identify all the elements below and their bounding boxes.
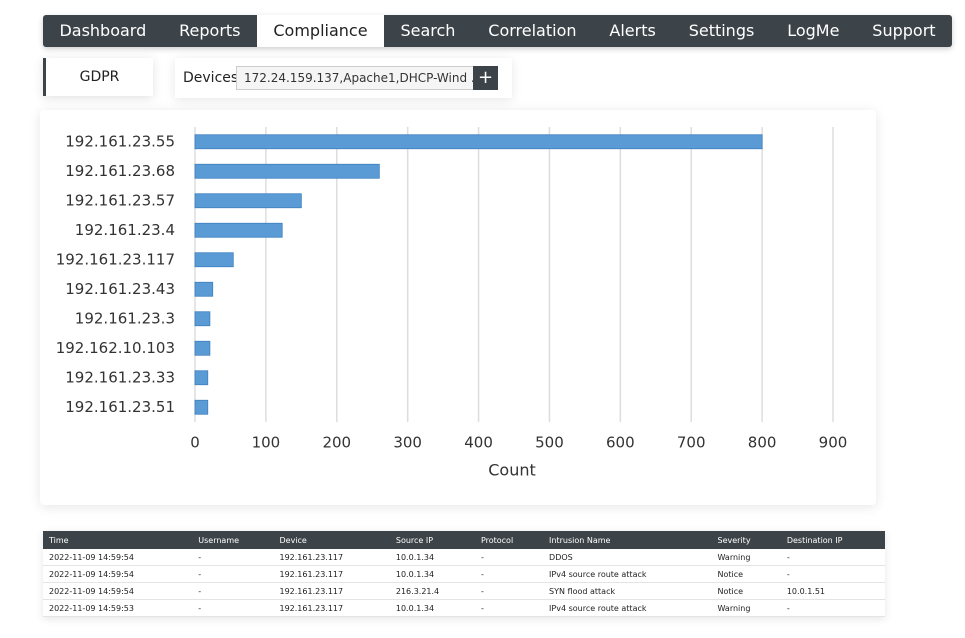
- column-header: Intrusion Name: [543, 531, 712, 549]
- nav-tab[interactable]: Correlation: [488, 21, 577, 40]
- table-cell: -: [780, 599, 885, 617]
- table-cell: 10.0.1.34: [389, 565, 475, 583]
- devices-input[interactable]: 172.24.159.137,Apache1,DHCP-Wind ...: [236, 66, 475, 90]
- table-cell: Notice: [711, 565, 781, 583]
- table-cell: -: [780, 565, 885, 583]
- table-cell: 192.161.23.117: [273, 599, 390, 617]
- nav-tab[interactable]: Settings: [688, 21, 755, 40]
- column-header: Device: [273, 531, 390, 549]
- table-cell: -: [474, 582, 544, 600]
- nav-tab[interactable]: Compliance: [256, 15, 384, 47]
- column-header: Username: [192, 531, 274, 549]
- x-tick-label: 100: [252, 434, 281, 452]
- x-tick-label: 0: [190, 434, 200, 452]
- table-cell: IPv4 source route attack: [543, 599, 712, 617]
- nav-tab[interactable]: LogMe: [787, 21, 840, 40]
- table-cell: 2022-11-09 14:59:53: [43, 599, 193, 617]
- x-tick-label: 600: [606, 434, 635, 452]
- table-cell: Warning: [711, 549, 781, 566]
- table-cell: -: [192, 599, 274, 617]
- x-tick-label: 400: [464, 434, 493, 452]
- bar: [194, 252, 234, 268]
- table-cell: Warning: [711, 599, 781, 617]
- devices-label: Devices: [183, 70, 239, 86]
- column-header: Destination IP: [780, 531, 885, 549]
- y-tick-label: 192.161.23.4: [75, 221, 175, 239]
- table-row: 2022-11-09 14:59:53-192.161.23.117 10.0.1…: [43, 599, 885, 617]
- column-header: Source IP: [389, 531, 475, 549]
- table-row: 2022-11-09 14:59:54-192.161.23.117 10.0.1…: [43, 549, 885, 566]
- nav-tab[interactable]: Dashboard: [59, 21, 147, 40]
- bar: [194, 281, 214, 297]
- bar: [194, 134, 763, 150]
- table-cell: -: [192, 582, 274, 600]
- table-cell: -: [474, 565, 544, 583]
- bar: [194, 311, 211, 327]
- column-header: Protocol: [474, 531, 544, 549]
- table-row: 2022-11-09 14:59:54-192.161.23.117 10.0.1…: [43, 565, 885, 583]
- devices-panel: Devices 172.24.159.137,Apache1,DHCP-Wind…: [175, 58, 512, 98]
- events-table: Time Username Device Source IP Protocol Intru…: [43, 531, 885, 617]
- bar: [194, 222, 283, 238]
- table-cell: 10.0.1.34: [389, 549, 475, 566]
- bar: [194, 370, 209, 386]
- table-cell: -: [192, 549, 274, 566]
- column-header: Severity: [711, 531, 781, 549]
- table-cell: IPv4 source route attack: [543, 565, 712, 583]
- y-tick-label: 192.161.23.51: [65, 398, 175, 416]
- table-cell: 216.3.21.4: [389, 582, 475, 600]
- y-tick-label: 192.161.23.117: [56, 250, 175, 268]
- x-tick-label: 800: [748, 434, 777, 452]
- y-tick-label: 192.161.23.55: [65, 132, 175, 150]
- nav-tab[interactable]: Support: [872, 21, 936, 40]
- table-cell: 2022-11-09 14:59:54: [43, 582, 193, 600]
- x-tick-label: 500: [535, 434, 564, 452]
- y-tick-label: 192.161.23.3: [75, 309, 175, 327]
- y-tick-label: 192.162.10.103: [56, 339, 175, 357]
- table-cell: DDOS: [543, 549, 712, 566]
- table-cell: 10.0.1.34: [389, 599, 475, 617]
- table-cell: SYN flood attack: [543, 582, 712, 600]
- column-header: Time: [43, 531, 193, 549]
- table-cell: 192.161.23.117: [273, 565, 390, 583]
- x-tick-label: 300: [393, 434, 422, 452]
- x-tick-label: 900: [819, 434, 848, 452]
- nav-bar: Dashboard Reports Compliance Search Correlat…: [43, 15, 952, 47]
- bar: [194, 193, 302, 209]
- y-tick-label: 192.161.23.57: [65, 191, 175, 209]
- report-tab[interactable]: GDPR: [43, 58, 153, 96]
- y-tick-label: 192.161.23.33: [65, 368, 175, 386]
- table-cell: 10.0.1.51: [780, 582, 885, 600]
- x-axis-title: Count: [488, 461, 536, 480]
- y-tick-label: 192.161.23.68: [65, 162, 175, 180]
- x-tick-label: 200: [322, 434, 351, 452]
- table-cell: -: [474, 599, 544, 617]
- nav-tab[interactable]: Reports: [179, 21, 241, 40]
- table-cell: -: [780, 549, 885, 566]
- add-button[interactable]: +: [473, 66, 498, 90]
- bar: [194, 163, 380, 179]
- table-cell: Notice: [711, 582, 781, 600]
- bar: [194, 340, 211, 356]
- bar: [194, 399, 209, 415]
- table-cell: 2022-11-09 14:59:54: [43, 565, 193, 583]
- table-cell: 192.161.23.117: [273, 582, 390, 600]
- table-cell: -: [192, 565, 274, 583]
- table-cell: -: [474, 549, 544, 566]
- y-tick-label: 192.161.23.43: [65, 280, 175, 298]
- nav-tab[interactable]: Search: [400, 21, 456, 40]
- x-tick-label: 700: [677, 434, 706, 452]
- table-cell: 2022-11-09 14:59:54: [43, 549, 193, 566]
- nav-tab[interactable]: Alerts: [609, 21, 656, 40]
- table-cell: 192.161.23.117: [273, 549, 390, 566]
- table-row: 2022-11-09 14:59:54-192.161.23.117 216.3.…: [43, 582, 885, 600]
